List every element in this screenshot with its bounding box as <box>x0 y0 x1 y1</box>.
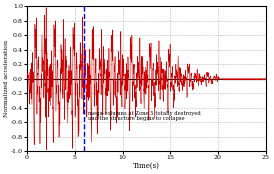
Text: mega-columns at Zone 5 totally destroyed
and the structure begins to collapse: mega-columns at Zone 5 totally destroyed… <box>88 111 201 121</box>
X-axis label: Time(s): Time(s) <box>133 162 160 170</box>
Y-axis label: Normalized acceleration: Normalized acceleration <box>4 40 9 117</box>
